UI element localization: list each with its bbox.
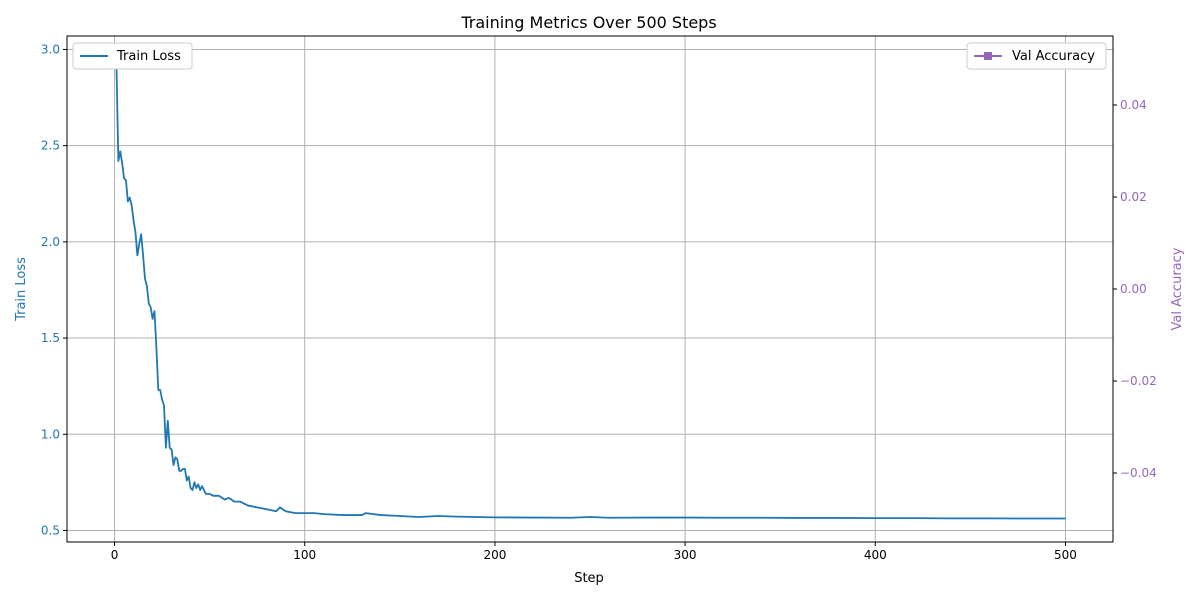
right-y-axis: 0.04 0.02 0.00 −0.02 −0.04 <box>1113 98 1157 480</box>
x-tick-label: 300 <box>674 548 697 562</box>
x-tick-label: 0 <box>111 548 119 562</box>
left-y-axis-label: Train Loss <box>14 257 29 322</box>
y-right-tick-label: −0.02 <box>1120 374 1157 388</box>
legend-train-loss: Train Loss <box>72 42 193 70</box>
x-axis: 0 100 200 300 400 500 <box>111 542 1077 562</box>
y-right-tick-label: 0.02 <box>1120 190 1147 204</box>
right-y-axis-label: Val Accuracy <box>1170 247 1185 330</box>
y-left-tick-label: 2.5 <box>41 139 60 153</box>
y-left-tick-label: 1.5 <box>41 331 60 345</box>
plot-series <box>115 64 1066 520</box>
train-loss-line <box>115 64 1066 520</box>
grid-lines <box>67 36 1113 542</box>
y-left-tick-label: 2.0 <box>41 235 60 249</box>
y-right-tick-label: 0.04 <box>1120 98 1147 112</box>
y-left-tick-label: 0.5 <box>41 523 60 537</box>
legend-val-accuracy-marker <box>984 52 992 60</box>
legend-val-accuracy: Val Accuracy <box>966 42 1107 70</box>
y-right-tick-label: −0.04 <box>1120 466 1157 480</box>
x-tick-label: 500 <box>1054 548 1077 562</box>
x-tick-label: 100 <box>293 548 316 562</box>
chart-title: Training Metrics Over 500 Steps <box>460 13 716 32</box>
x-axis-label: Step <box>574 571 604 586</box>
y-right-tick-label: 0.00 <box>1120 282 1147 296</box>
y-left-tick-label: 1.0 <box>41 427 60 441</box>
legend-box <box>72 42 193 70</box>
legend-val-accuracy-label: Val Accuracy <box>1012 49 1095 64</box>
legend-box <box>966 42 1107 70</box>
x-tick-label: 400 <box>864 548 887 562</box>
legend-train-loss-label: Train Loss <box>116 49 181 64</box>
left-y-axis: 0.5 1.0 1.5 2.0 2.5 3.0 <box>41 42 67 537</box>
y-left-tick-label: 3.0 <box>41 42 60 56</box>
x-tick-label: 200 <box>483 548 506 562</box>
